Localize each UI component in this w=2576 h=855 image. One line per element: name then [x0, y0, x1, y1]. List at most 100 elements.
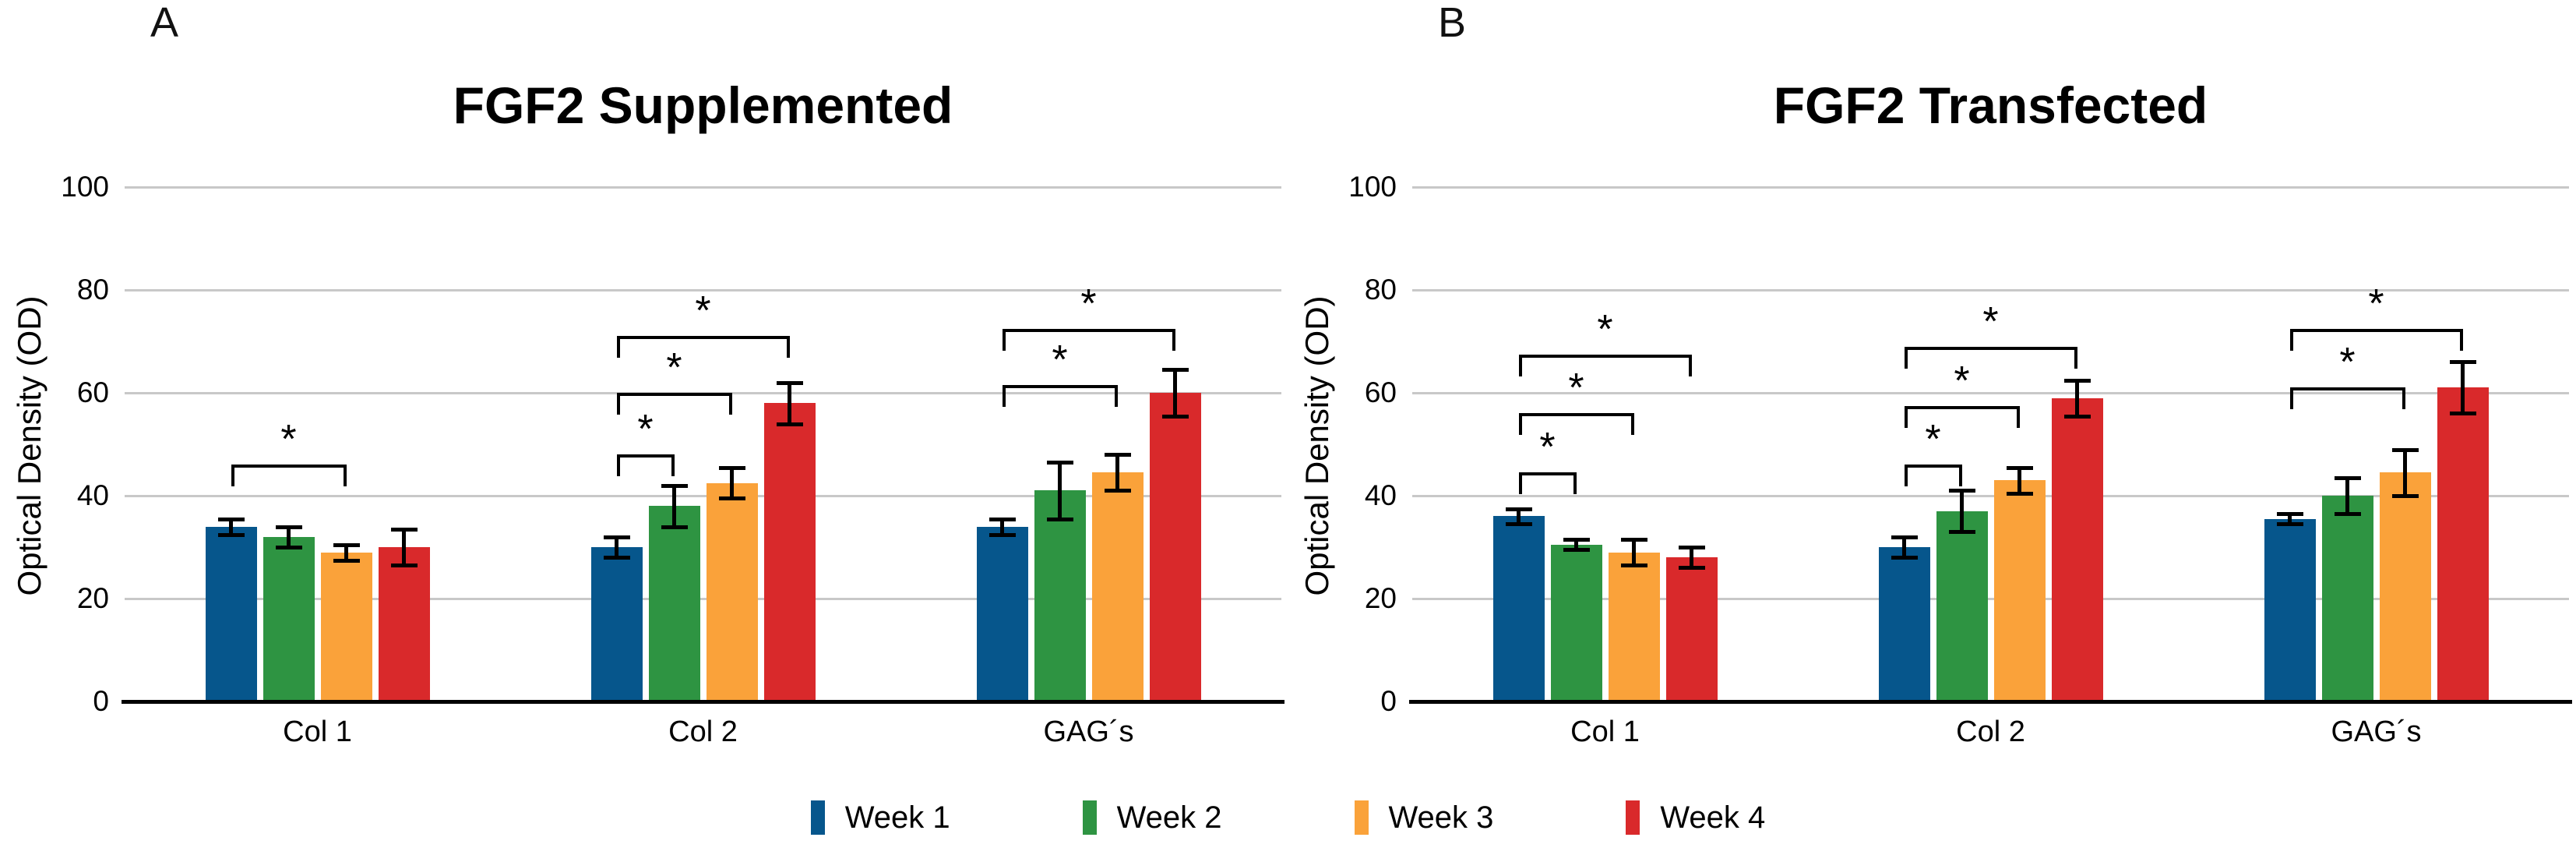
error-bar-cap-bottom	[1505, 522, 1532, 527]
error-bar-line	[615, 536, 618, 558]
y-tick-label: 20	[76, 582, 109, 614]
error-bar-line	[1690, 547, 1693, 568]
error-bar-line	[730, 467, 734, 499]
significance-star: *	[1568, 366, 1584, 412]
error-bar-cap-top	[776, 380, 803, 385]
bar	[1034, 490, 1086, 701]
legend-label: Week 3	[1388, 800, 1494, 835]
legend-swatch	[1082, 800, 1097, 835]
error-bar-line	[1058, 462, 1062, 519]
legend-label: Week 2	[1116, 800, 1222, 835]
y-tick-label: 60	[1364, 376, 1397, 408]
significance-star: *	[637, 407, 654, 453]
error-bar-cap-top	[390, 527, 418, 532]
error-bar-cap-top	[988, 517, 1016, 521]
error-bar-cap-bottom	[1948, 530, 1975, 535]
error-bar-line	[1115, 454, 1119, 491]
significance-bracket	[1518, 413, 1634, 436]
error-bar-cap-top	[2063, 378, 2091, 383]
category-label: GAG´s	[1043, 715, 1134, 748]
error-bar-line	[402, 528, 406, 566]
bar	[2437, 387, 2489, 701]
significance-bracket	[231, 465, 347, 487]
error-bar-cap-bottom	[333, 558, 360, 563]
error-bar-line	[2461, 362, 2465, 414]
x-axis-line	[122, 700, 1284, 704]
error-bar-cap-bottom	[1678, 566, 1705, 571]
significance-star: *	[1539, 425, 1556, 471]
significance-bracket	[1904, 405, 2020, 428]
error-bar-cap-top	[1161, 368, 1189, 373]
error-bar-cap-top	[603, 535, 630, 539]
error-bar-cap-top	[1620, 538, 1647, 542]
error-bar-cap-top	[1948, 489, 1975, 493]
error-bar-cap-top	[718, 465, 745, 470]
significance-bracket	[1002, 385, 1118, 408]
error-bar-cap-bottom	[2063, 414, 2091, 419]
error-bar-cap-bottom	[603, 556, 630, 560]
error-bar-line	[2403, 449, 2407, 496]
y-tick-label: 0	[1380, 685, 1397, 717]
error-bar-cap-bottom	[2391, 494, 2419, 498]
y-tick-label: 80	[1364, 274, 1397, 306]
y-tick-label: 20	[1364, 582, 1397, 614]
panel-letter-b: B	[1438, 0, 1467, 46]
y-tick-label: 80	[76, 274, 109, 306]
bar	[976, 526, 1028, 701]
category-label: Col 2	[1956, 715, 2025, 748]
significance-bracket	[616, 393, 732, 415]
x-axis-line	[1409, 700, 2572, 704]
gridline	[1412, 391, 2569, 394]
error-bar-cap-bottom	[275, 546, 302, 549]
legend-item: Week 2	[1082, 800, 1222, 835]
error-bar-cap-top	[2006, 465, 2033, 470]
legend-label: Week 1	[844, 800, 950, 835]
significance-star: *	[1052, 337, 1068, 383]
error-bar-cap-bottom	[718, 496, 745, 501]
significance-bracket	[616, 454, 675, 477]
significance-bracket	[616, 336, 790, 359]
plot-area-a: 0 20 40 60 80 100 * * * * * * Col 1 Col 2 GAG´s	[61, 171, 1284, 748]
bar	[1936, 511, 1988, 701]
significance-star: *	[1080, 281, 1097, 327]
legend-item: Week 1	[810, 800, 950, 835]
error-bar-cap-bottom	[217, 532, 245, 537]
error-bar-cap-bottom	[390, 564, 418, 568]
error-bar-line	[2345, 477, 2349, 514]
y-tick-label: 100	[61, 171, 109, 203]
error-bar-line	[229, 518, 233, 535]
y-tick-label: 60	[76, 376, 109, 408]
bar	[1665, 557, 1718, 701]
error-bar-line	[2288, 514, 2292, 525]
bar	[2379, 472, 2431, 701]
bar	[1492, 516, 1545, 701]
legend-item: Week 3	[1354, 800, 1494, 835]
error-bar-line	[287, 526, 291, 547]
error-bar-cap-top	[333, 542, 360, 547]
bar	[2051, 397, 2103, 701]
y-tick-label: 0	[93, 685, 109, 717]
error-bar-cap-bottom	[1563, 548, 1590, 553]
error-bar-cap-top	[2391, 447, 2419, 452]
significance-star: *	[1954, 358, 1970, 404]
bar	[1993, 480, 2046, 701]
gridline	[125, 288, 1281, 291]
error-bar-line	[1902, 536, 1906, 558]
bar	[763, 403, 816, 701]
error-bar-line	[672, 485, 676, 527]
error-bar-cap-bottom	[988, 532, 1016, 537]
significance-bracket	[1518, 472, 1577, 495]
bar	[1608, 552, 1660, 701]
significance-star: *	[666, 345, 682, 390]
y-tick-label: 100	[1348, 171, 1397, 203]
panel-letter-a: A	[150, 0, 179, 46]
error-bar-cap-bottom	[1620, 564, 1647, 568]
legend: Week 1 Week 2 Week 3 Week 4	[0, 790, 2576, 845]
gridline	[1412, 288, 2569, 291]
category-label: Col 1	[283, 715, 352, 748]
bar	[706, 482, 758, 701]
panel-a: A FGF2 Supplemented Optical Density (OD)…	[11, 0, 1284, 748]
bar	[1550, 544, 1602, 701]
error-bar-cap-bottom	[2334, 512, 2361, 517]
